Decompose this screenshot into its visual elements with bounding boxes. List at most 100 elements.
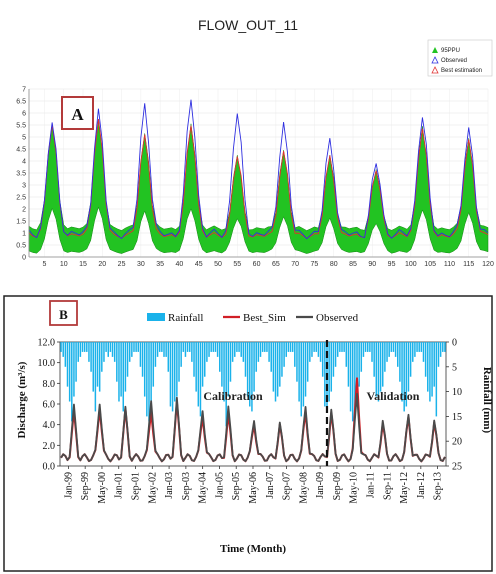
rainfall-bar	[351, 342, 354, 422]
rainfall-bar	[311, 342, 313, 357]
rainfall-bar	[219, 342, 221, 372]
rainfall-bar	[96, 342, 99, 387]
y-tick-label: 0	[22, 255, 26, 262]
x-tick-label: 70	[291, 261, 299, 268]
rainfall-bar	[227, 342, 230, 397]
y-left-tick-label: 12.0	[38, 338, 56, 349]
x-tick-label: 50	[214, 261, 222, 268]
rainfall-bar	[223, 342, 225, 402]
rainfall-bar	[221, 342, 223, 387]
rainfall-bar	[191, 342, 193, 362]
rainfall-bar	[86, 342, 88, 352]
rainfall-bar	[429, 342, 431, 402]
rainfall-bar	[122, 342, 125, 412]
legend-swatch-rainfall	[147, 313, 165, 321]
rainfall-bar	[270, 342, 272, 372]
rainfall-bar	[126, 342, 129, 377]
rainfall-bar	[255, 342, 257, 372]
rainfall-bar	[75, 342, 77, 382]
rainfall-bar	[412, 342, 414, 362]
rainfall-bar	[362, 342, 365, 357]
x-tick-label: 105	[424, 261, 436, 268]
rainfall-bar	[225, 342, 227, 427]
legend-label-best-sim: Best_Sim	[243, 312, 286, 324]
rainfall-bar	[152, 342, 155, 387]
rainfall-bar	[231, 342, 234, 362]
x-tick-label: May-10	[349, 472, 360, 504]
rainfall-bar	[366, 342, 369, 352]
rainfall-bar	[435, 342, 438, 417]
rainfall-bar	[332, 342, 335, 377]
rainfall-bar	[386, 342, 388, 362]
rainfall-bar	[291, 342, 294, 352]
rainfall-bar	[113, 342, 116, 362]
rainfall-bar	[60, 342, 62, 352]
x-tick-label: Jan-01	[114, 472, 125, 499]
rainfall-bar	[347, 342, 350, 387]
x-axis-label: Time (Month)	[220, 543, 286, 555]
rainfall-bar	[259, 342, 262, 357]
rainfall-bar	[66, 342, 69, 387]
rainfall-bar	[163, 342, 165, 357]
rainfall-bar	[289, 342, 292, 352]
x-tick-label: Sep-01	[131, 472, 142, 500]
rainfall-bar	[384, 342, 386, 372]
x-tick-label: Jan-07	[265, 472, 276, 499]
x-tick-label: Sep-11	[382, 472, 393, 500]
y-axis-label-right: Rainfall (mm)	[481, 367, 493, 434]
rainfall-bar	[236, 342, 238, 352]
rainfall-bar	[199, 342, 202, 417]
rainfall-bar	[409, 342, 412, 377]
y-tick-label: 3.5	[16, 171, 26, 178]
rainfall-bar	[403, 342, 405, 412]
y-axis-label-left: Discharge (m³/s)	[16, 361, 28, 438]
rainfall-bar	[405, 342, 408, 407]
rainfall-bar	[360, 342, 363, 372]
rainfall-bar	[167, 342, 170, 372]
rainfall-bar	[139, 342, 142, 367]
rainfall-bar	[244, 342, 247, 377]
rainfall-bar	[105, 342, 107, 352]
rainfall-bar	[306, 342, 309, 382]
rainfall-bar	[131, 342, 133, 357]
rainfall-bar	[208, 342, 210, 357]
x-tick-label: 25	[118, 261, 126, 268]
rainfall-bar	[135, 342, 137, 352]
panel-a-label: A	[71, 105, 84, 124]
rainfall-bar	[321, 342, 324, 377]
rainfall-bar	[212, 342, 215, 352]
rainfall-bar	[203, 342, 206, 377]
legend-label-95ppu: 95PPU	[441, 48, 460, 54]
rainfall-bar	[62, 342, 64, 357]
rainfall-bar	[251, 342, 253, 412]
x-tick-label: May-08	[298, 472, 309, 504]
rainfall-bar	[281, 342, 283, 377]
rainfall-bar	[328, 342, 330, 402]
legend-label-best-estimation: Best estimation	[441, 68, 482, 74]
x-tick-label: May-04	[198, 472, 209, 504]
y-tick-label: 0.5	[16, 243, 26, 250]
rainfall-bar	[173, 342, 176, 402]
rainfall-bar	[266, 342, 268, 352]
rainfall-bar	[283, 342, 285, 367]
x-tick-label: Jan-09	[315, 472, 326, 499]
rainfall-bar	[92, 342, 94, 392]
rainfall-bar	[442, 342, 444, 352]
rainfall-bar	[253, 342, 255, 392]
rainfall-bar	[101, 342, 103, 372]
rainfall-bar	[169, 342, 172, 407]
rainfall-bar	[422, 342, 425, 362]
y-tick-label: 7	[22, 87, 26, 94]
panel-b-label-box	[49, 300, 78, 326]
x-tick-label: Jan-05	[214, 472, 225, 499]
rainfall-bar	[178, 342, 180, 382]
x-tick-label: Jan-12	[416, 472, 427, 499]
rainfall-bar	[401, 342, 403, 402]
x-tick-label: 85	[349, 261, 357, 268]
x-tick-label: 30	[137, 261, 145, 268]
rainfall-bar	[156, 342, 159, 357]
rainfall-bar	[242, 342, 245, 362]
x-tick-label: 90	[368, 261, 376, 268]
chart-b-legend: Rainfall Best_Sim Observed	[147, 312, 359, 324]
rainfall-bar	[261, 342, 264, 352]
